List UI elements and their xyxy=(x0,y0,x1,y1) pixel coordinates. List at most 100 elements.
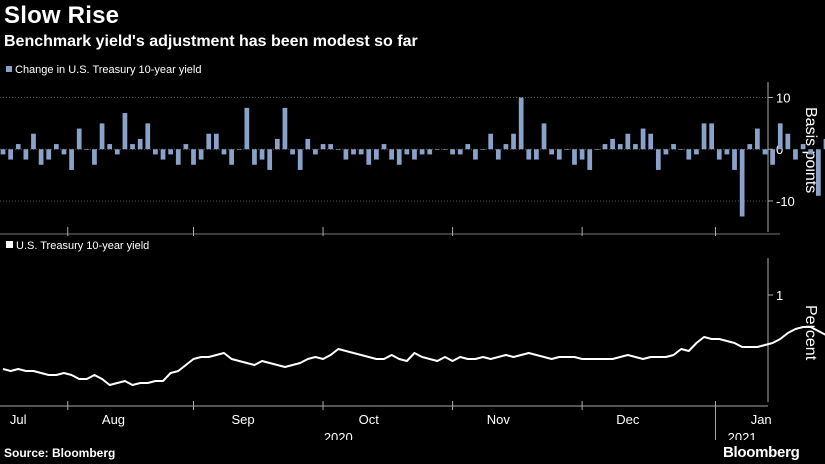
line-ytick-label: 1 xyxy=(776,288,783,303)
bar-legend-swatch xyxy=(6,66,12,72)
bar xyxy=(701,123,707,150)
bar xyxy=(221,149,227,155)
bar xyxy=(747,144,753,150)
bar xyxy=(808,149,814,155)
bar xyxy=(503,144,509,150)
bar xyxy=(313,149,318,155)
bar xyxy=(236,149,242,150)
bar xyxy=(191,149,196,165)
bar xyxy=(229,149,234,165)
bar-panel: 10 0 -10 Change in U.S. Treasury 10-year yi… xyxy=(0,64,825,235)
bar xyxy=(130,144,135,150)
bar xyxy=(724,149,730,155)
bar xyxy=(442,149,448,150)
bar xyxy=(290,149,295,155)
bar xyxy=(53,144,59,150)
line-panel: U.S. Treasury 10-year yield 1 Percent xyxy=(2,240,825,402)
x-month-label: Sep xyxy=(231,412,254,427)
bar xyxy=(214,133,219,150)
chart-canvas: 10 0 -10 Change in U.S. Treasury 10-year yi… xyxy=(0,64,825,440)
bar xyxy=(480,149,486,150)
bar xyxy=(595,149,600,150)
bar xyxy=(694,149,699,155)
bar-ytick-label: -10 xyxy=(776,194,795,209)
bar xyxy=(495,149,501,160)
bar xyxy=(549,149,554,155)
bar xyxy=(343,149,349,160)
bar xyxy=(450,149,455,155)
x-month-label: Jan xyxy=(751,412,772,427)
bar-ytick-label: 0 xyxy=(776,142,783,157)
bar xyxy=(320,144,326,150)
bar xyxy=(457,149,463,155)
bar xyxy=(23,149,29,160)
bar xyxy=(351,149,356,155)
bar xyxy=(335,149,341,150)
x-axis: Jul Aug Sep Oct Nov Dec Jan 2020 2021 xyxy=(0,227,772,440)
bar xyxy=(610,138,615,150)
bar xyxy=(800,144,806,150)
bar xyxy=(564,149,570,150)
bar xyxy=(358,149,364,155)
bar xyxy=(122,113,128,150)
bar xyxy=(655,149,661,170)
source-note: Source: Bloomberg xyxy=(4,446,116,460)
bar xyxy=(61,149,67,155)
bar-ytick-label: 10 xyxy=(776,91,790,106)
bar xyxy=(785,133,791,150)
yield-line xyxy=(2,326,825,386)
bar xyxy=(770,149,775,165)
bar xyxy=(579,149,585,160)
bar xyxy=(267,149,273,170)
bar xyxy=(488,133,494,150)
bar xyxy=(114,149,120,155)
bar xyxy=(473,149,478,160)
bar xyxy=(8,149,13,160)
bar xyxy=(381,144,387,150)
bar xyxy=(153,149,158,155)
bar xyxy=(602,144,608,150)
bar xyxy=(640,128,646,150)
line-legend-swatch xyxy=(6,241,13,248)
bar xyxy=(396,149,402,165)
chart-subtitle: Benchmark yield's adjustment has been mo… xyxy=(4,33,418,50)
bar xyxy=(282,107,288,150)
bar xyxy=(709,123,715,150)
bar xyxy=(678,149,684,150)
x-year-label: 2021 xyxy=(728,430,757,440)
bar xyxy=(716,149,722,160)
bar xyxy=(206,133,212,150)
x-month-label: Jul xyxy=(10,412,27,427)
bar xyxy=(374,149,379,160)
bar xyxy=(137,138,143,150)
bloomberg-logo: Bloomberg xyxy=(723,444,800,461)
bar xyxy=(823,138,825,150)
chart-title: Slow Rise xyxy=(4,2,120,29)
bar xyxy=(404,149,410,155)
bar xyxy=(732,149,737,170)
bar xyxy=(145,123,151,150)
bar xyxy=(762,149,768,155)
x-year-label: 2020 xyxy=(324,430,353,440)
bar xyxy=(69,149,74,170)
bar xyxy=(198,149,204,160)
bar xyxy=(526,149,532,160)
bar xyxy=(793,149,798,160)
bar xyxy=(663,149,669,155)
bar xyxy=(815,149,821,196)
bar xyxy=(0,149,6,155)
bar xyxy=(686,149,692,160)
bar xyxy=(427,149,433,155)
bar xyxy=(671,144,676,150)
bar-legend-label: Change in U.S. Treasury 10-year yield xyxy=(15,64,201,76)
bar xyxy=(92,149,97,165)
bar xyxy=(419,149,425,155)
bar xyxy=(160,149,166,160)
bar xyxy=(434,149,440,150)
bar xyxy=(38,149,44,165)
bar xyxy=(633,144,638,150)
bar xyxy=(777,123,783,150)
bar xyxy=(366,149,372,165)
bar xyxy=(572,149,577,165)
bar xyxy=(297,149,303,170)
